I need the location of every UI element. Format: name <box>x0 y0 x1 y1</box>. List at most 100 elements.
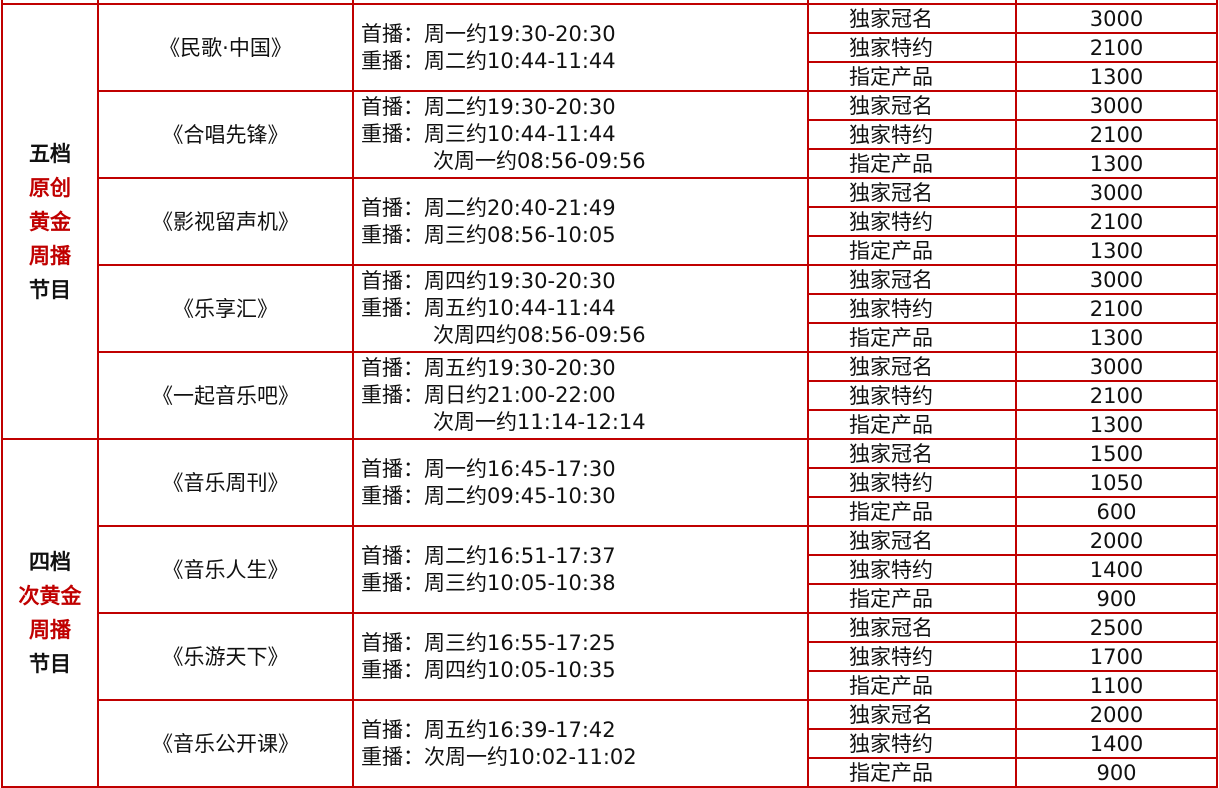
airtime-line: 次周四约08:56-09:56 <box>433 323 646 347</box>
program-name: 《乐享汇》 <box>97 264 354 353</box>
program-name: 《音乐人生》 <box>97 525 354 614</box>
category-label: 次黄金 <box>18 584 82 608</box>
price-cell: 1300 <box>1015 322 1218 353</box>
ad-type-cell: 独家冠名 <box>807 612 1017 643</box>
price-cell: 1050 <box>1015 467 1218 498</box>
table-row: 独家特约 2100 <box>2 206 1218 237</box>
price-cell: 2100 <box>1015 32 1218 63</box>
price-cell: 1300 <box>1015 235 1218 266</box>
airtime-line: 重播：周三约10:44-11:44 <box>361 122 616 146</box>
category-cell: 五档 原创 黄金 周播 节目 <box>1 3 99 440</box>
airtime-line: 首播：周一约16:45-17:30 <box>361 456 616 481</box>
airtime-cell: 首播：周四约19:30-20:30 重播：周五约10:44-11:44 次周四约08… <box>352 264 809 353</box>
price-cell: 1700 <box>1015 641 1218 672</box>
table-row: 独家特约 2100 <box>2 119 1218 150</box>
price-cell: 2100 <box>1015 380 1218 411</box>
airtime-line: 重播：周四约10:05-10:35 <box>361 657 616 682</box>
airtime-line: 重播：周三约10:05-10:38 <box>361 570 616 595</box>
airtime-cell: 首播：周二约20:40-21:49 重播：周三约08:56-10:05 <box>352 177 809 266</box>
table-row: 独家特约 2100 <box>2 293 1218 324</box>
ad-type-cell: 独家冠名 <box>807 699 1017 730</box>
airtime-line: 首播：周三约16:55-17:25 <box>361 630 616 655</box>
airtime-cell: 首播：周一约16:45-17:30 重播：周二约09:45-10:30 <box>352 438 809 527</box>
price-cell: 2000 <box>1015 525 1218 556</box>
category-label: 周播 <box>29 618 71 642</box>
ad-type-cell: 独家特约 <box>807 380 1017 411</box>
category-label: 周播 <box>29 243 71 268</box>
table-row: 《乐享汇》 首播：周四约19:30-20:30 重播：周五约10:44-11:44 次… <box>2 264 1218 353</box>
table-row: 《影视留声机》 首播：周二约20:40-21:49 重播：周三约08:56-10:0… <box>2 177 1218 266</box>
table-row: 《合唱先锋》 首播：周二约19:30-20:30 重播：周三约10:44-11:44… <box>2 90 1218 179</box>
ad-type-cell: 独家特约 <box>807 467 1017 498</box>
category-cell: 四档 次黄金 周播 节目 <box>1 438 99 788</box>
table-row: 《音乐公开课》 首播：周五约16:39-17:42 重播：次周一约10:02-11:… <box>2 699 1218 788</box>
ad-type-cell: 独家特约 <box>807 206 1017 237</box>
price-cell: 3000 <box>1015 3 1218 34</box>
ad-type-cell: 指定产品 <box>807 148 1017 179</box>
price-cell: 600 <box>1015 496 1218 527</box>
ad-type-cell: 独家特约 <box>807 728 1017 759</box>
cell <box>1 0 99 5</box>
airtime-line: 首播：周五约16:39-17:42 <box>361 717 616 742</box>
program-name: 《合唱先锋》 <box>97 90 354 179</box>
price-cell: 1300 <box>1015 148 1218 179</box>
ad-type-cell: 指定产品 <box>807 670 1017 701</box>
program-name: 《乐游天下》 <box>97 612 354 701</box>
program-name: 《民歌·中国》 <box>97 3 354 92</box>
ad-type-cell: 指定产品 <box>807 235 1017 266</box>
table-row: 独家特约 2100 <box>2 380 1218 411</box>
price-cell: 1300 <box>1015 409 1218 440</box>
category-label: 原创 <box>29 175 71 200</box>
price-cell: 1500 <box>1015 438 1218 469</box>
price-cell: 1400 <box>1015 554 1218 585</box>
price-cell: 3000 <box>1015 177 1218 208</box>
ad-type-cell: 独家特约 <box>807 641 1017 672</box>
airtime-line: 次周一约08:56-09:56 <box>433 149 646 173</box>
table-row: 指定产品 900 <box>2 583 1218 614</box>
price-cell: 3000 <box>1015 264 1218 295</box>
table-row: 独家特约 1050 <box>2 467 1218 498</box>
price-cell: 1400 <box>1015 728 1218 759</box>
table-row: 独家特约 1400 <box>2 554 1218 585</box>
program-name: 《音乐周刊》 <box>97 438 354 527</box>
table-row: 指定产品 1100 <box>2 670 1218 701</box>
price-cell: 2000 <box>1015 699 1218 730</box>
airtime-line: 次周一约11:14-12:14 <box>433 410 646 434</box>
ad-type-cell: 独家冠名 <box>807 525 1017 556</box>
ad-type-cell: 独家冠名 <box>807 264 1017 295</box>
ad-type-cell: 独家冠名 <box>807 3 1017 34</box>
ad-type-cell: 独家特约 <box>807 32 1017 63</box>
ad-type-cell: 独家冠名 <box>807 90 1017 121</box>
price-cell: 3000 <box>1015 351 1218 382</box>
table-row: 五档 原创 黄金 周播 节目 《民歌·中国》 首播：周一约19:30-20:30 重播：周二约… <box>1 3 1218 440</box>
airtime-cell: 首播：周二约16:51-17:37 重播：周三约10:05-10:38 <box>352 525 809 614</box>
price-cell: 2500 <box>1015 612 1218 643</box>
ad-type-cell: 指定产品 <box>807 583 1017 614</box>
table-row: 指定产品 1300 <box>2 322 1218 353</box>
table-row: 指定产品 600 <box>2 496 1218 527</box>
airtime-line: 重播：周三约08:56-10:05 <box>361 222 616 247</box>
category-label: 节目 <box>29 652 71 676</box>
ad-type-cell: 指定产品 <box>807 61 1017 92</box>
airtime-line: 首播：周二约19:30-20:30 <box>361 95 616 119</box>
airtime-cell: 首播：周三约16:55-17:25 重播：周四约10:05-10:35 <box>352 612 809 701</box>
airtime-line: 重播：周二约10:44-11:44 <box>361 48 616 73</box>
airtime-cell: 首播：周五约16:39-17:42 重播：次周一约10:02-11:02 <box>352 699 809 788</box>
airtime-line: 首播：周二约16:51-17:37 <box>361 543 616 568</box>
airtime-line: 重播：周日约21:00-22:00 <box>361 383 616 407</box>
ad-type-cell: 指定产品 <box>807 409 1017 440</box>
program-name: 《一起音乐吧》 <box>97 351 354 440</box>
table-row: 指定产品 1300 <box>2 61 1218 92</box>
table-row: 《一起音乐吧》 首播：周五约19:30-20:30 重播：周日约21:00-22:0… <box>2 351 1218 440</box>
table-row: 独家特约 1400 <box>2 728 1218 759</box>
price-cell: 3000 <box>1015 90 1218 121</box>
table-row: 独家特约 1700 <box>2 641 1218 672</box>
airtime-line: 重播：周五约10:44-11:44 <box>361 296 616 320</box>
price-cell: 2100 <box>1015 206 1218 237</box>
ad-type-cell: 独家特约 <box>807 554 1017 585</box>
program-name: 《音乐公开课》 <box>97 699 354 788</box>
airtime-line: 重播：周二约09:45-10:30 <box>361 483 616 508</box>
ad-type-cell: 指定产品 <box>807 757 1017 788</box>
category-label: 四档 <box>29 550 71 574</box>
price-cell: 2100 <box>1015 119 1218 150</box>
